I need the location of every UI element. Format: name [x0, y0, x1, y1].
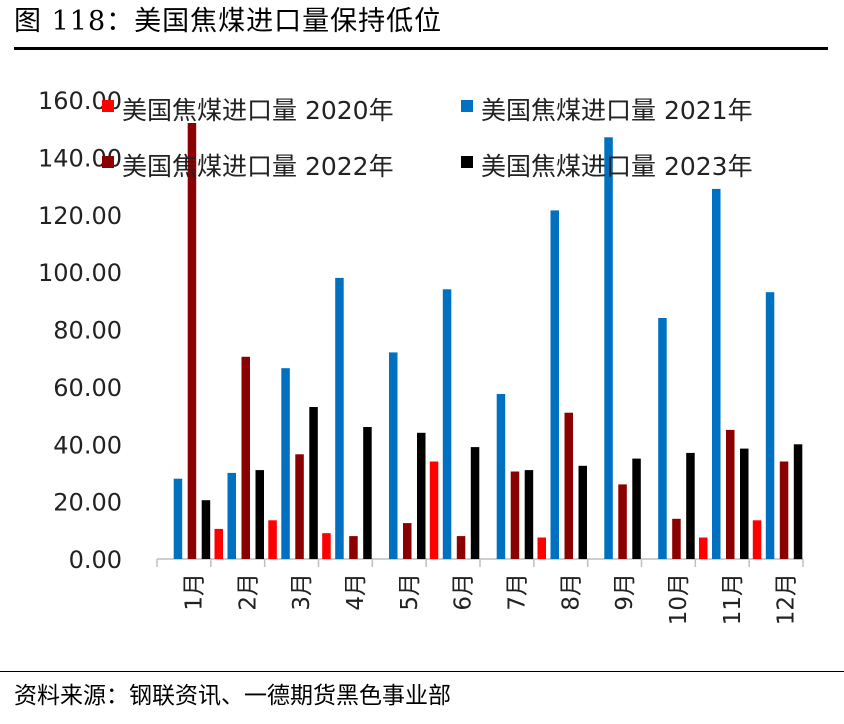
y-tick-label: 80.00: [53, 317, 122, 345]
chart-area: 0.00 20.00 40.00 60.00 80.00 100.00 120.00 140.…: [16, 60, 828, 661]
bar-3-11: [726, 429, 735, 559]
bar-4-2: [255, 470, 264, 559]
legend-label: 美国焦煤进口量 2021年: [481, 96, 753, 125]
bar-4-7: [524, 470, 534, 559]
x-category-label: 11月: [720, 573, 746, 625]
bar-3-10: [672, 518, 681, 559]
bar-3-3: [295, 454, 304, 559]
bar-4-9: [632, 458, 641, 559]
bar-2-10: [658, 318, 667, 559]
bar-4-12: [793, 444, 803, 560]
x-category-label: 12月: [774, 573, 800, 625]
bar-3-9: [618, 484, 627, 559]
bar-3-7: [510, 471, 520, 559]
bar-2-11: [712, 188, 721, 559]
x-category-label: 6月: [451, 573, 477, 611]
bar-2-8: [550, 210, 559, 559]
source-divider: [0, 671, 844, 672]
x-category-label: 4月: [343, 573, 369, 611]
bar-1-4: [322, 533, 331, 559]
x-category-label: 9月: [612, 573, 638, 611]
bar-3-5: [403, 523, 412, 559]
bar-4-6: [470, 447, 480, 559]
x-category-label: 7月: [504, 573, 530, 611]
bar-1-8: [537, 537, 546, 559]
bar-3-12: [779, 461, 789, 559]
figure-title: 图 118：美国焦煤进口量保持低位: [14, 6, 443, 37]
bar-3-2: [241, 356, 250, 559]
legend-label: 美国焦煤进口量 2023年: [481, 152, 753, 181]
bar-1-6: [429, 461, 439, 559]
bar-2-3: [281, 368, 290, 559]
bar-4-1: [201, 500, 211, 559]
bar-2-7: [496, 394, 506, 559]
y-tick-label: 60.00: [53, 374, 122, 402]
bar-4-11: [740, 448, 749, 559]
bar-2-5: [389, 352, 398, 559]
title-underline: [14, 47, 828, 50]
x-category-label: 2月: [235, 573, 261, 611]
bar-1-11: [699, 537, 708, 559]
legend-swatch: [461, 156, 473, 168]
y-tick-label: 120.00: [38, 202, 122, 230]
y-tick-label: 40.00: [53, 431, 122, 459]
bar-3-1: [187, 123, 197, 559]
bars-layer: [173, 123, 803, 560]
legend-swatch: [461, 100, 473, 112]
y-tick-label: 20.00: [53, 489, 122, 517]
bar-3-4: [349, 536, 358, 559]
axis-layer: 0.0020.0040.0060.0080.00100.00120.00140.…: [38, 87, 804, 625]
bar-chart: 0.0020.0040.0060.0080.00100.00120.00140.…: [38, 87, 804, 625]
bar-4-8: [578, 465, 587, 559]
bar-1-3: [268, 520, 277, 559]
bar-3-6: [456, 536, 466, 559]
legend-label: 美国焦煤进口量 2020年: [122, 96, 394, 125]
y-tick-label: 0.00: [69, 546, 122, 574]
bar-2-4: [335, 277, 344, 559]
legend-swatch: [102, 156, 114, 168]
bar-2-9: [604, 137, 613, 560]
bar-4-10: [686, 452, 695, 559]
source-note: 资料来源：钢联资讯、一德期货黑色事业部: [14, 683, 451, 709]
bar-3-8: [564, 412, 573, 559]
bar-4-5: [417, 432, 426, 559]
x-category-label: 5月: [397, 573, 423, 611]
x-category-label: 10月: [666, 573, 692, 625]
bar-1-12: [752, 520, 762, 559]
bar-1-2: [214, 528, 223, 559]
bar-2-12: [765, 292, 775, 559]
y-tick-label: 100.00: [38, 259, 122, 287]
x-category-label: 3月: [289, 573, 315, 611]
bar-4-3: [309, 407, 318, 559]
x-category-label: 1月: [181, 573, 207, 611]
bar-2-1: [173, 478, 183, 559]
legend-label: 美国焦煤进口量 2022年: [122, 152, 394, 181]
bar-2-6: [442, 289, 452, 559]
bar-2-2: [227, 472, 236, 559]
x-category-label: 8月: [558, 573, 584, 611]
legend-swatch: [102, 100, 114, 112]
bar-4-4: [363, 427, 372, 559]
